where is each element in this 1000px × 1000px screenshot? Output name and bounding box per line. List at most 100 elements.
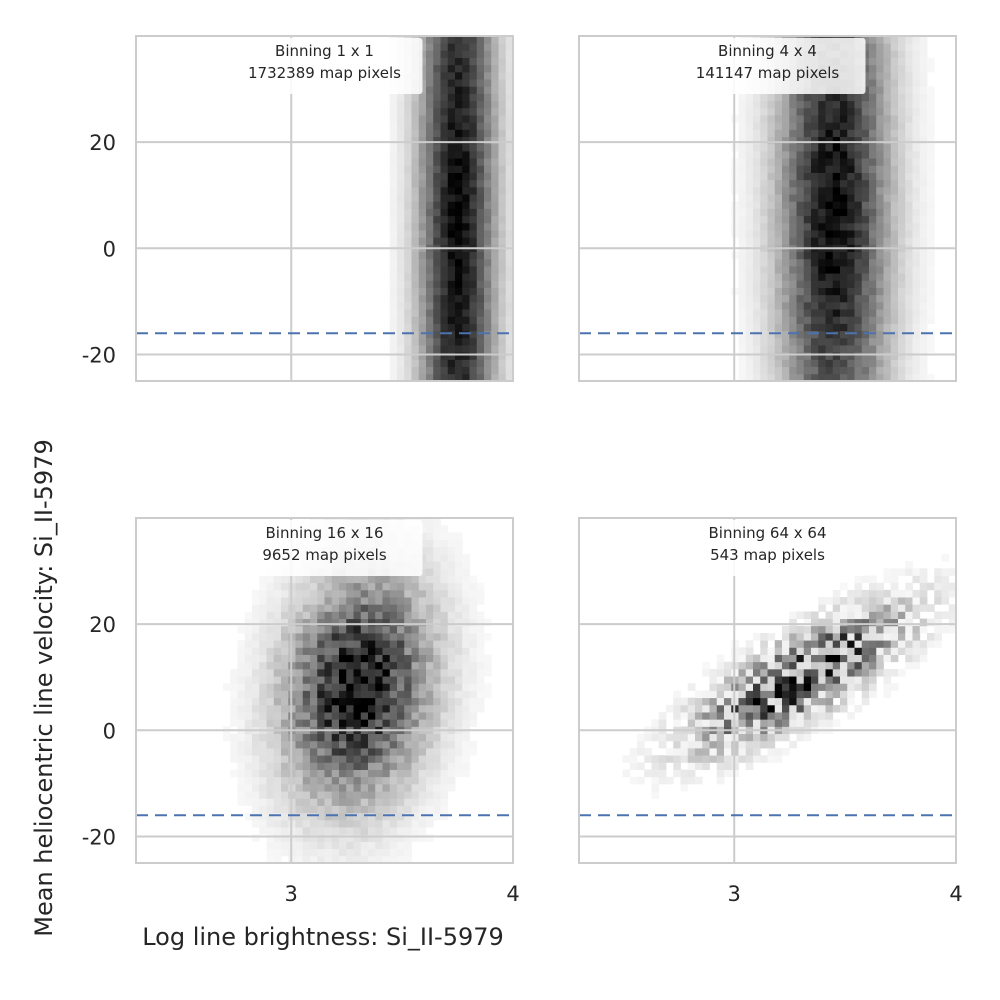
histogram-cell bbox=[426, 122, 434, 130]
histogram-cell bbox=[724, 712, 732, 720]
histogram-cell bbox=[818, 158, 826, 166]
histogram-cell bbox=[237, 719, 246, 727]
histogram-cell bbox=[854, 136, 863, 145]
histogram-cell bbox=[774, 683, 783, 691]
histogram-cell bbox=[353, 769, 362, 778]
histogram-cell bbox=[767, 115, 776, 123]
histogram-cell bbox=[476, 337, 485, 346]
histogram-cell bbox=[796, 266, 805, 274]
histogram-cell bbox=[426, 712, 434, 720]
histogram-cell bbox=[426, 719, 434, 727]
histogram-cell bbox=[440, 582, 449, 591]
histogram-cell bbox=[310, 740, 318, 749]
histogram-cell bbox=[883, 280, 892, 288]
histogram-cell bbox=[484, 143, 492, 152]
histogram-cell bbox=[498, 151, 507, 159]
histogram-cell bbox=[869, 654, 877, 663]
histogram-cell bbox=[440, 345, 449, 353]
histogram-cell bbox=[404, 309, 412, 317]
histogram-cell bbox=[796, 107, 805, 116]
histogram-cell bbox=[876, 86, 884, 94]
histogram-cell bbox=[310, 712, 318, 720]
histogram-cell bbox=[418, 539, 427, 548]
histogram-cell bbox=[389, 791, 398, 799]
histogram-cell bbox=[847, 633, 855, 641]
histogram-cell bbox=[295, 611, 304, 620]
histogram-cell bbox=[491, 301, 499, 310]
histogram-cell bbox=[898, 330, 906, 339]
histogram-cell bbox=[397, 740, 405, 749]
histogram-cell bbox=[789, 230, 797, 238]
histogram-cell bbox=[426, 352, 434, 360]
histogram-cell bbox=[745, 323, 754, 332]
histogram-cell bbox=[745, 668, 754, 677]
histogram-cell bbox=[825, 345, 834, 353]
histogram-cell bbox=[411, 748, 420, 756]
histogram-cell bbox=[505, 323, 514, 332]
histogram-cell bbox=[832, 129, 841, 138]
histogram-cell bbox=[389, 834, 398, 842]
histogram-cell bbox=[397, 158, 405, 166]
histogram-cell bbox=[346, 668, 354, 677]
histogram-cell bbox=[339, 791, 347, 799]
histogram-cell bbox=[745, 345, 754, 353]
histogram-cell bbox=[273, 597, 282, 605]
histogram-cell bbox=[317, 690, 325, 699]
histogram-cell bbox=[433, 352, 441, 360]
histogram-cell bbox=[433, 668, 441, 677]
histogram-cell bbox=[796, 647, 805, 655]
histogram-cell bbox=[426, 201, 434, 209]
histogram-cell bbox=[440, 568, 449, 576]
histogram-cell bbox=[716, 661, 725, 670]
histogram-cell bbox=[462, 107, 470, 116]
histogram-cell bbox=[782, 323, 790, 332]
histogram-cell bbox=[353, 783, 362, 792]
histogram-cell bbox=[854, 165, 863, 173]
histogram-cell bbox=[295, 740, 304, 749]
histogram-cell bbox=[331, 712, 340, 720]
histogram-cell bbox=[658, 762, 667, 770]
histogram-cell bbox=[498, 107, 507, 116]
histogram-cell bbox=[905, 359, 913, 368]
histogram-cell bbox=[832, 115, 841, 123]
histogram-cell bbox=[883, 359, 892, 368]
histogram-cell bbox=[310, 704, 318, 713]
histogram-cell bbox=[818, 668, 826, 677]
histogram-cell bbox=[455, 733, 463, 742]
histogram-cell bbox=[927, 330, 935, 339]
histogram-cell bbox=[317, 611, 325, 620]
histogram-cell bbox=[760, 172, 768, 181]
histogram-cell bbox=[295, 848, 304, 857]
histogram-cell bbox=[440, 762, 449, 770]
histogram-cell bbox=[745, 115, 754, 123]
histogram-cell bbox=[767, 668, 776, 677]
histogram-cell bbox=[832, 330, 841, 339]
histogram-cell bbox=[339, 611, 347, 620]
histogram-cell bbox=[890, 323, 899, 332]
histogram-cell bbox=[259, 690, 267, 699]
histogram-cell bbox=[317, 733, 325, 742]
histogram-cell bbox=[811, 640, 819, 648]
histogram-cell bbox=[782, 287, 790, 296]
histogram-cell bbox=[905, 172, 913, 181]
histogram-cell bbox=[912, 36, 921, 44]
histogram-cell bbox=[447, 352, 456, 360]
histogram-cell bbox=[259, 676, 267, 684]
histogram-cell bbox=[411, 668, 420, 677]
histogram-cell bbox=[295, 654, 304, 663]
histogram-cell bbox=[317, 697, 325, 706]
histogram-cell bbox=[825, 597, 834, 605]
histogram-cell bbox=[658, 712, 667, 720]
histogram-cell bbox=[767, 755, 776, 763]
histogram-cell bbox=[389, 129, 398, 138]
histogram-cell bbox=[840, 151, 848, 159]
histogram-cell bbox=[876, 266, 884, 274]
histogram-cell bbox=[898, 115, 906, 123]
histogram-cell bbox=[404, 280, 412, 288]
histogram-cell bbox=[433, 611, 441, 620]
histogram-cell bbox=[433, 525, 441, 533]
histogram-cell bbox=[346, 841, 354, 850]
histogram-cell bbox=[389, 805, 398, 814]
histogram-cell bbox=[331, 589, 340, 598]
histogram-cell bbox=[796, 366, 805, 375]
